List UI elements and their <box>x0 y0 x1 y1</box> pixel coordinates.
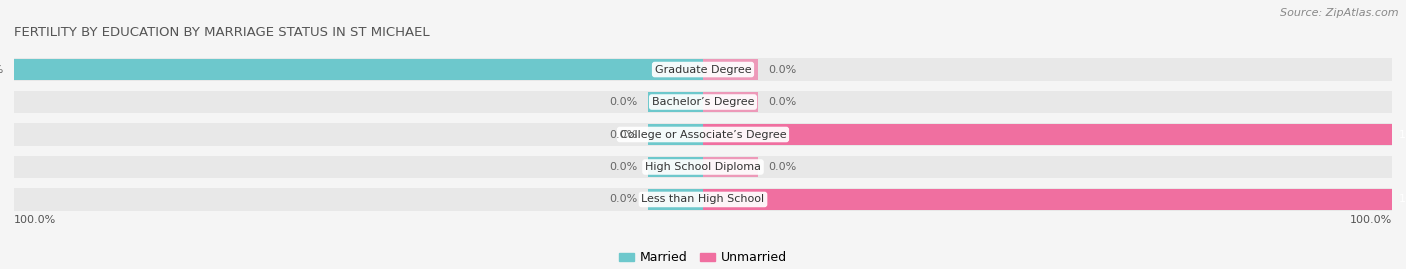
Text: 0.0%: 0.0% <box>609 162 637 172</box>
Text: Graduate Degree: Graduate Degree <box>655 65 751 75</box>
Text: 0.0%: 0.0% <box>609 194 637 204</box>
Bar <box>648 189 703 210</box>
Bar <box>648 157 703 177</box>
Text: 100.0%: 100.0% <box>1399 129 1406 140</box>
Text: FERTILITY BY EDUCATION BY MARRIAGE STATUS IN ST MICHAEL: FERTILITY BY EDUCATION BY MARRIAGE STATU… <box>14 26 430 39</box>
Bar <box>648 125 703 144</box>
Bar <box>703 92 758 112</box>
Bar <box>14 58 1392 81</box>
Text: 0.0%: 0.0% <box>609 97 637 107</box>
Bar <box>14 123 1392 146</box>
Text: 100.0%: 100.0% <box>0 65 4 75</box>
Bar <box>648 92 703 112</box>
Text: College or Associate’s Degree: College or Associate’s Degree <box>620 129 786 140</box>
Text: 100.0%: 100.0% <box>1399 194 1406 204</box>
Bar <box>14 188 1392 211</box>
Bar <box>14 59 703 80</box>
Legend: Married, Unmarried: Married, Unmarried <box>613 246 793 269</box>
Bar <box>703 189 1392 210</box>
Text: 0.0%: 0.0% <box>769 162 797 172</box>
Bar <box>703 157 758 177</box>
Text: Less than High School: Less than High School <box>641 194 765 204</box>
Text: 100.0%: 100.0% <box>1350 215 1392 225</box>
Text: 0.0%: 0.0% <box>769 97 797 107</box>
Text: High School Diploma: High School Diploma <box>645 162 761 172</box>
Bar <box>703 59 758 80</box>
Text: Bachelor’s Degree: Bachelor’s Degree <box>652 97 754 107</box>
Text: Source: ZipAtlas.com: Source: ZipAtlas.com <box>1281 8 1399 18</box>
Text: 0.0%: 0.0% <box>609 129 637 140</box>
Bar <box>14 155 1392 178</box>
Text: 0.0%: 0.0% <box>769 65 797 75</box>
Text: 100.0%: 100.0% <box>14 215 56 225</box>
Bar <box>14 91 1392 114</box>
Bar <box>703 125 1392 144</box>
